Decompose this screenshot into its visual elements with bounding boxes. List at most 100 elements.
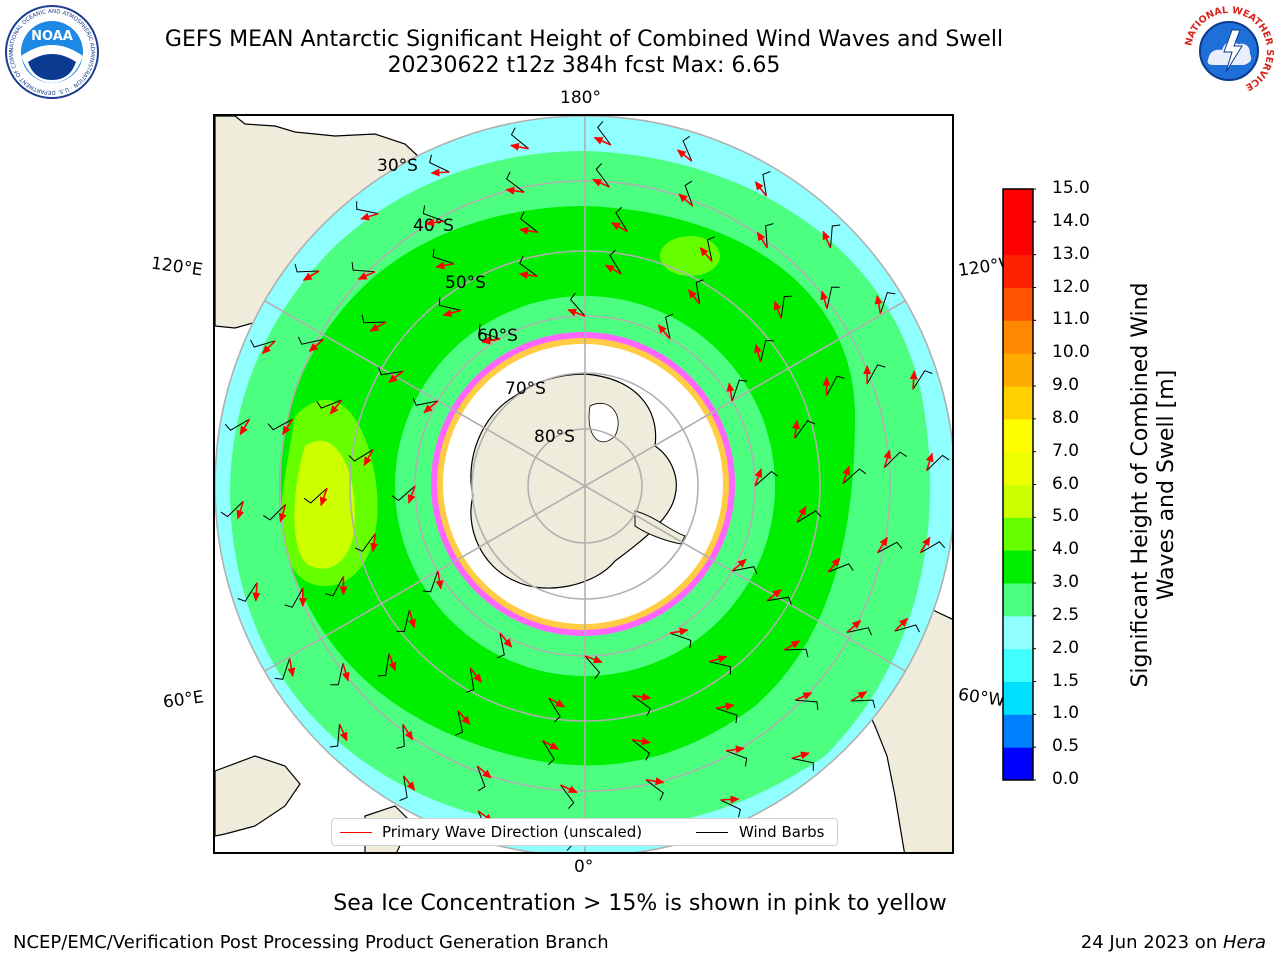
colorbar-tick-label: 13.0 (1052, 243, 1090, 264)
lon-label-60w: 60°W (956, 684, 1007, 712)
colorbar-tick-label: 7.0 (1052, 440, 1080, 461)
colorbar-tick-label: 1.0 (1052, 703, 1080, 724)
wave-direction-arrow (369, 321, 387, 332)
colorbar-block (1003, 484, 1033, 518)
noaa-logo: NATIONAL OCEANIC AND ATMOSPHERIC ADMINIS… (4, 4, 99, 99)
lat-label-30s: 30°S (377, 156, 418, 176)
wind-barb (584, 655, 601, 680)
wind-barb (478, 323, 501, 340)
wind-barb (391, 485, 416, 502)
wind-barb (595, 163, 610, 188)
wind-barb (828, 563, 854, 573)
colorbar-tick-label: 2.0 (1052, 637, 1080, 658)
colorbar-tick-label: 8.0 (1052, 407, 1080, 428)
wave-direction-arrow (820, 290, 829, 309)
wave-direction-arrow (827, 557, 841, 573)
wind-barb (267, 418, 293, 431)
wave-direction-arrow (604, 264, 622, 275)
wave-direction-arrow (308, 338, 324, 352)
colorbar-block (1003, 221, 1033, 256)
wind-barb (506, 171, 525, 193)
wind-barb (303, 487, 328, 504)
wave-direction-arrow (688, 289, 701, 305)
credit-text: NCEP/EMC/Verification Post Processing Pr… (13, 932, 609, 953)
wave-direction-arrow (876, 536, 888, 554)
wave-direction-arrow (408, 609, 416, 629)
wave-direction-arrow (791, 751, 810, 760)
wave-direction-arrow (754, 181, 768, 197)
wind-barb (466, 667, 475, 693)
wind-barb (297, 336, 324, 345)
title-line-2: 20230622 t12z 384h fcst Max: 6.65 (387, 53, 781, 78)
wave-direction-arrow (766, 589, 782, 602)
wind-barb (720, 799, 741, 818)
wave-direction-arrow (481, 336, 501, 345)
wind-barb (830, 224, 841, 248)
colorbar-tick-label: 5.0 (1052, 506, 1080, 527)
wind-barb (920, 541, 946, 554)
wind-barbs-legend-line (696, 832, 728, 833)
wind-barb (429, 154, 450, 173)
wind-barb (926, 454, 950, 471)
wind-barb (237, 582, 258, 602)
wave-direction-arrow (302, 270, 320, 281)
colorbar-block (1003, 583, 1033, 617)
wave-direction-arrow (850, 691, 868, 702)
wave-direction-arrow (794, 692, 813, 702)
wave-direction-arrow (402, 775, 416, 791)
wave-direction-arrow (657, 324, 671, 340)
wind-barb (760, 339, 774, 363)
colorbar-tick-label: 12.0 (1052, 276, 1090, 297)
wind-barb (496, 633, 505, 659)
wave-direction-arrow (792, 419, 800, 439)
wave-direction-arrow (341, 663, 350, 682)
wind-barb (396, 609, 410, 633)
wind-barb (316, 399, 342, 409)
wave-direction-arrow (435, 261, 455, 270)
wave-direction-arrow (919, 536, 931, 554)
wave-direction-arrow (632, 693, 652, 701)
colorbar-block (1003, 287, 1033, 321)
wave-direction-arrow (676, 149, 693, 162)
wind-barb (695, 279, 704, 305)
wave-direction-arrow (388, 653, 397, 672)
wind-barb (560, 784, 575, 809)
wave-direction-arrows (236, 136, 934, 836)
wind-barb (842, 468, 867, 485)
wind-barb (294, 263, 320, 273)
wind-barb (542, 740, 555, 766)
wind-barb (894, 624, 920, 633)
wave-direction-arrow (846, 620, 862, 634)
wave-direction-arrow (499, 632, 513, 648)
wind-barb (780, 295, 793, 319)
ross-ice-shelf (588, 403, 619, 443)
wind-barb (224, 418, 250, 431)
wind-barb (826, 375, 845, 396)
wave-direction-arrow (715, 702, 735, 711)
wind-barb (220, 501, 244, 518)
wave-direction-arrow (261, 340, 276, 355)
wave-direction-arrow (678, 193, 694, 207)
wave-direction-arrow (796, 505, 807, 523)
wind-barb (284, 587, 304, 608)
colorbar-tick-label: 0.0 (1052, 769, 1080, 789)
lon-label-180: 180° (560, 88, 601, 108)
wind-barb (250, 339, 276, 348)
wave-direction-arrow (402, 723, 414, 741)
colorbar-tick-label: 1.5 (1052, 670, 1080, 691)
wind-barb (762, 171, 771, 197)
colorbar-tick-label: 15.0 (1052, 178, 1090, 198)
wind-barb (708, 661, 732, 675)
date-stamp: 24 Jun 2023 on Hera (1081, 932, 1266, 953)
colorbar-title: Significant Height of Combined Wind Wave… (1128, 282, 1179, 688)
lat-label-80s: 80°S (534, 427, 575, 447)
colorbar-block (1003, 418, 1033, 453)
wave-direction-arrow (338, 723, 348, 742)
wind-barb (884, 451, 907, 469)
colorbar-tick-label: 11.0 (1052, 309, 1090, 330)
graticule (215, 116, 952, 852)
wind-barb (329, 724, 340, 748)
wave-direction-arrow (883, 449, 892, 468)
wave-direction-arrow (329, 399, 343, 415)
colorbar-tick-label: 9.0 (1052, 375, 1080, 395)
